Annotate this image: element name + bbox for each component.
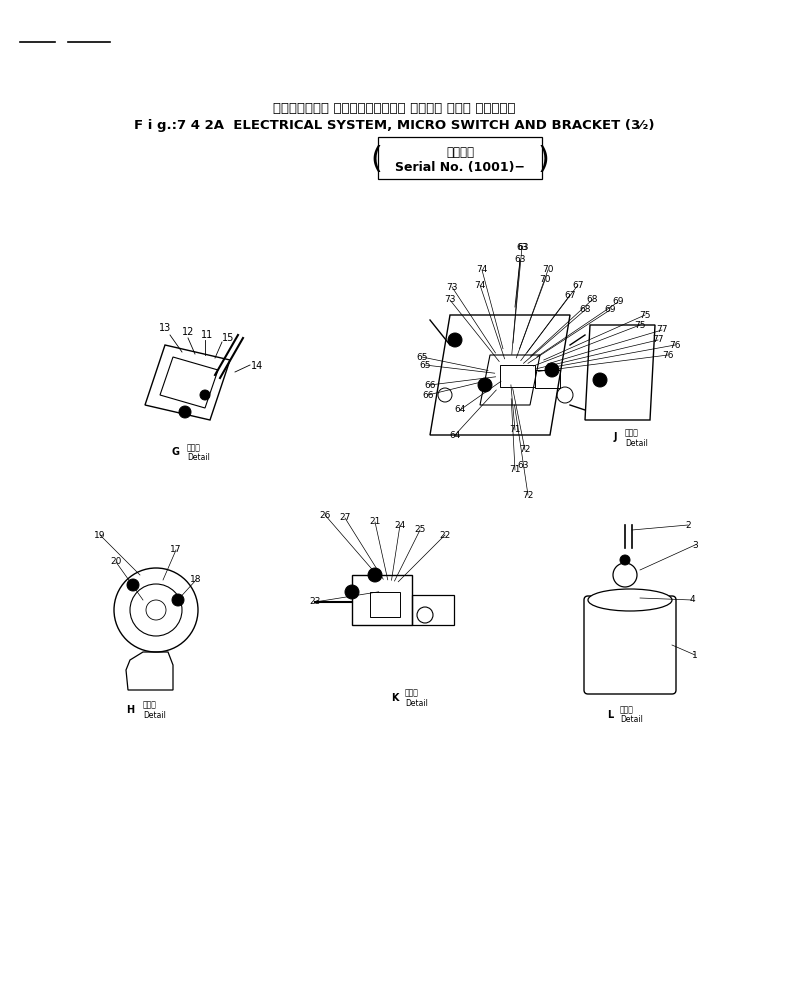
Text: 13: 13: [159, 323, 171, 333]
Circle shape: [345, 585, 359, 599]
Text: 20: 20: [110, 558, 122, 567]
Text: 15: 15: [222, 333, 235, 343]
Text: 詳細図: 詳細図: [625, 428, 639, 437]
Text: Detail: Detail: [405, 699, 428, 708]
Text: 70: 70: [542, 266, 554, 275]
Text: 詳細図: 詳細図: [187, 444, 201, 453]
Circle shape: [620, 555, 630, 565]
Bar: [370, 592, 400, 617]
Text: 77: 77: [652, 336, 663, 345]
Text: Serial No. (1001)−: Serial No. (1001)−: [395, 162, 525, 174]
Text: 21: 21: [369, 517, 381, 526]
Text: 63: 63: [516, 243, 528, 252]
Text: 75: 75: [634, 320, 646, 329]
Text: 72: 72: [523, 491, 534, 499]
Text: 64: 64: [449, 430, 460, 439]
Text: 23: 23: [309, 598, 320, 606]
Text: 11: 11: [201, 330, 213, 340]
Text: 69: 69: [612, 297, 624, 306]
Text: 18: 18: [190, 576, 201, 585]
Text: 詳細図: 詳細図: [143, 701, 157, 710]
Text: 75: 75: [639, 310, 651, 319]
Circle shape: [478, 378, 492, 392]
Text: 12: 12: [182, 327, 194, 337]
Text: G: G: [171, 447, 179, 457]
Text: ): ): [538, 146, 550, 174]
Text: 24: 24: [394, 520, 405, 529]
Text: 14: 14: [251, 361, 263, 371]
Bar: [412, 595, 454, 625]
Text: 22: 22: [439, 530, 451, 539]
Text: 26: 26: [320, 510, 331, 519]
Bar: [500, 365, 535, 387]
Circle shape: [172, 594, 184, 606]
Text: エレクトリカル システム、マイクロ スイッチ および ブラケット: エレクトリカル システム、マイクロ スイッチ および ブラケット: [273, 101, 515, 115]
Text: 25: 25: [414, 525, 426, 534]
Text: 72: 72: [519, 446, 530, 455]
Text: 69: 69: [604, 305, 615, 314]
Text: 17: 17: [170, 545, 182, 555]
Bar: [535, 370, 560, 388]
Text: Detail: Detail: [620, 716, 643, 724]
Text: 64: 64: [454, 405, 466, 414]
Text: 65: 65: [416, 353, 428, 362]
Circle shape: [593, 373, 607, 387]
Text: 詳細図: 詳細図: [620, 706, 634, 715]
Text: 73: 73: [446, 282, 458, 291]
Text: 66: 66: [424, 381, 436, 389]
Text: J: J: [613, 432, 617, 442]
Circle shape: [200, 390, 210, 400]
Text: 67: 67: [564, 290, 576, 299]
Circle shape: [448, 333, 462, 347]
Text: 63: 63: [517, 461, 529, 470]
Text: 73: 73: [444, 295, 456, 304]
Text: 74: 74: [475, 280, 486, 289]
Text: 27: 27: [339, 513, 351, 522]
Circle shape: [179, 406, 191, 418]
Text: 2: 2: [685, 520, 691, 529]
Text: K: K: [391, 693, 399, 703]
Text: (: (: [370, 146, 382, 174]
Text: Detail: Detail: [187, 454, 210, 463]
Text: 77: 77: [656, 325, 667, 335]
Text: 63: 63: [514, 256, 526, 265]
Text: L: L: [607, 710, 613, 720]
Text: 76: 76: [662, 351, 674, 360]
Text: 4: 4: [689, 596, 695, 605]
Bar: [352, 575, 412, 625]
Text: 71: 71: [509, 466, 521, 475]
Text: 70: 70: [539, 275, 551, 284]
Text: 65: 65: [419, 361, 430, 370]
Ellipse shape: [588, 589, 672, 611]
Text: H: H: [126, 705, 134, 715]
Text: 76: 76: [669, 341, 681, 350]
Text: Detail: Detail: [625, 438, 648, 448]
Text: 74: 74: [476, 266, 488, 275]
Text: 19: 19: [94, 530, 105, 539]
Text: 68: 68: [579, 305, 591, 314]
Text: 1: 1: [692, 650, 698, 659]
Circle shape: [130, 584, 182, 636]
Text: 66: 66: [423, 390, 434, 399]
Text: F i g.:7 4 2A  ELECTRICAL SYSTEM, MICRO SWITCH AND BRACKET (3⁄₂): F i g.:7 4 2A ELECTRICAL SYSTEM, MICRO S…: [134, 120, 654, 133]
Text: 63: 63: [517, 244, 529, 253]
Text: 71: 71: [509, 425, 521, 434]
Text: 68: 68: [586, 295, 598, 304]
Circle shape: [545, 363, 559, 377]
Circle shape: [127, 579, 139, 591]
Text: Detail: Detail: [143, 711, 166, 719]
Text: 67: 67: [572, 280, 584, 289]
Circle shape: [368, 568, 382, 582]
Text: 適用号機: 適用号機: [446, 146, 474, 159]
FancyBboxPatch shape: [378, 137, 542, 179]
Text: 3: 3: [692, 540, 698, 549]
Text: 詳細図: 詳細図: [405, 689, 419, 698]
